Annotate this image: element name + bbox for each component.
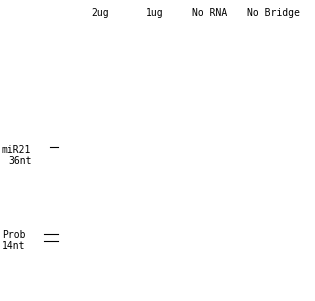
Text: No RNA: No RNA: [192, 8, 228, 18]
Text: 36nt: 36nt: [8, 156, 32, 166]
Text: 14nt: 14nt: [2, 241, 26, 251]
Text: No Bridge: No Bridge: [247, 8, 300, 18]
Text: Prob: Prob: [2, 230, 26, 240]
Text: miR21: miR21: [2, 145, 32, 155]
Text: 2ug: 2ug: [91, 8, 109, 18]
Text: 1ug: 1ug: [146, 8, 164, 18]
